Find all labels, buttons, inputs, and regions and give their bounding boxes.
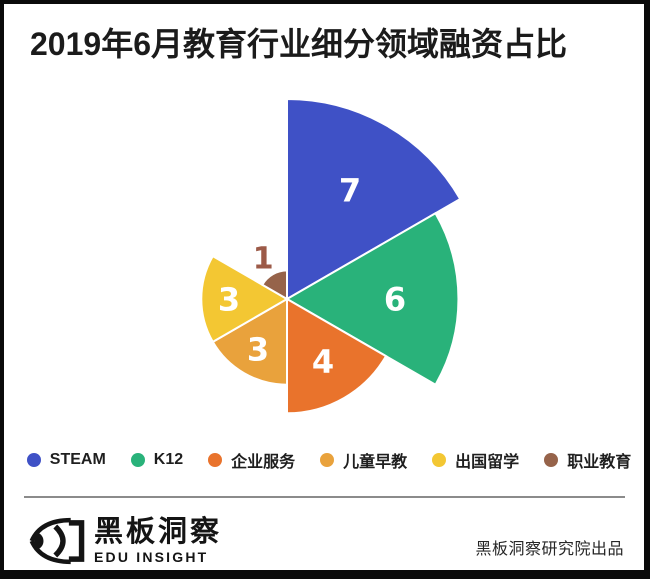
legend-dot-icon <box>130 453 145 467</box>
legend-dot-icon <box>320 453 335 467</box>
pie-slice-儿童早教[interactable] <box>211 297 288 386</box>
eye-upper-lid <box>29 517 71 543</box>
brand-name-en: EDU INSIGHT <box>94 549 209 566</box>
footer-divider <box>24 496 625 498</box>
slice-value-label-职业教育: 1 <box>253 242 274 277</box>
legend-item-儿童早教[interactable]: 儿童早教 <box>320 448 407 472</box>
legend-dot-icon <box>208 453 223 467</box>
legend-item-STEAM[interactable]: STEAM <box>26 451 106 469</box>
legend-label: 职业教育 <box>567 454 632 471</box>
eye-crescent <box>53 524 66 558</box>
slice-value-label-K12: 6 <box>384 281 406 319</box>
pie-slice-K12[interactable] <box>284 211 460 387</box>
brand-logo: 黑板洞察 EDU INSIGHT <box>29 515 222 567</box>
credit-text: 黑板洞察研究院出品 <box>475 541 624 558</box>
legend-dot-icon <box>432 453 447 467</box>
eye-pupil <box>34 531 44 551</box>
page-title: 2019年6月教育行业细分领域融资占比 <box>30 26 567 62</box>
legend-item-企业服务[interactable]: 企业服务 <box>208 448 295 472</box>
legend-item-K12[interactable]: K12 <box>130 451 184 469</box>
pie-slice-企业服务[interactable] <box>286 297 388 415</box>
legend-label: 儿童早教 <box>343 454 408 471</box>
edu-insight-eye-icon <box>29 517 85 565</box>
legend-dot-icon <box>26 453 41 467</box>
pie-slice-出国留学[interactable] <box>200 254 289 344</box>
slice-value-label-企业服务: 4 <box>312 343 334 381</box>
legend-item-出国留学[interactable]: 出国留学 <box>432 448 519 472</box>
slice-value-label-儿童早教: 3 <box>247 331 269 369</box>
legend-item-职业教育[interactable]: 职业教育 <box>544 448 631 472</box>
slice-value-label-STEAM: 7 <box>339 171 361 209</box>
slice-value-label-出国留学: 3 <box>218 281 240 319</box>
legend: STEAM K12 企业服务 儿童早教 出国留学 职业教育 <box>4 448 644 472</box>
legend-dot-icon <box>544 453 559 467</box>
legend-label: STEAM <box>49 451 106 468</box>
eye-bracket <box>68 520 85 562</box>
legend-label: 企业服务 <box>231 454 296 471</box>
pie-slice-STEAM[interactable] <box>286 97 462 301</box>
legend-label: 出国留学 <box>455 454 520 471</box>
eye-lower-lid <box>29 539 71 565</box>
legend-label: K12 <box>153 451 184 468</box>
brand-name-cn: 黑板洞察 <box>94 515 223 548</box>
pie-slice-职业教育[interactable] <box>260 269 288 301</box>
